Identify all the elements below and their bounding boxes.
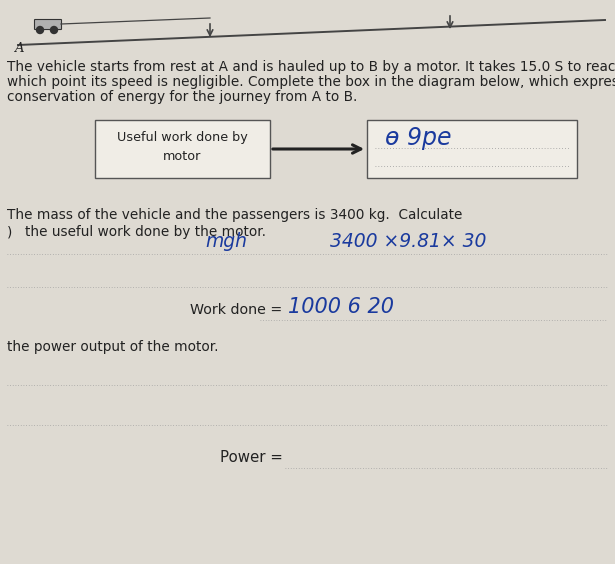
Text: Useful work done by: Useful work done by bbox=[117, 131, 248, 144]
Text: the useful work done by the motor.: the useful work done by the motor. bbox=[25, 225, 266, 239]
Text: 3400 ×9.81× 30: 3400 ×9.81× 30 bbox=[330, 232, 486, 251]
Text: the power output of the motor.: the power output of the motor. bbox=[7, 340, 218, 354]
Text: which point its speed is negligible. Complete the box in the diagram below, whic: which point its speed is negligible. Com… bbox=[7, 75, 615, 89]
FancyBboxPatch shape bbox=[95, 120, 270, 178]
Text: A: A bbox=[14, 42, 23, 55]
FancyBboxPatch shape bbox=[34, 20, 62, 29]
FancyBboxPatch shape bbox=[367, 120, 577, 178]
Text: motor: motor bbox=[164, 149, 202, 162]
Text: ɵ 9pe: ɵ 9pe bbox=[385, 126, 451, 150]
Text: The vehicle starts from rest at A and is hauled up to B by a motor. It takes 15.: The vehicle starts from rest at A and is… bbox=[7, 60, 615, 74]
Text: mgh: mgh bbox=[205, 232, 247, 251]
Text: 1000 6 20: 1000 6 20 bbox=[288, 297, 394, 317]
Text: conservation of energy for the journey from A to B.: conservation of energy for the journey f… bbox=[7, 90, 357, 104]
Text: The mass of the vehicle and the passengers is 3400 kg.  Calculate: The mass of the vehicle and the passenge… bbox=[7, 208, 462, 222]
Circle shape bbox=[50, 27, 57, 33]
Circle shape bbox=[36, 27, 44, 33]
Text: Power =: Power = bbox=[220, 450, 288, 465]
Text: ): ) bbox=[7, 225, 12, 239]
Text: Work done =: Work done = bbox=[190, 303, 287, 317]
